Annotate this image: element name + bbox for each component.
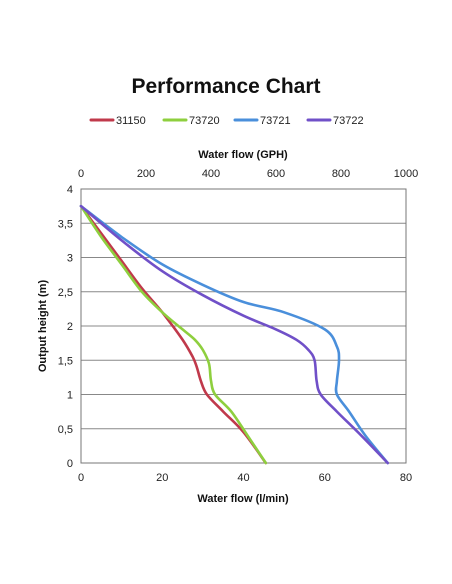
x2-tick-label: 1000 xyxy=(394,168,418,180)
x-axis-title: Water flow (l/min) xyxy=(197,493,289,505)
x-tick-label: 20 xyxy=(156,472,168,484)
x2-tick-label: 0 xyxy=(78,168,84,180)
x2-tick-label: 200 xyxy=(137,168,155,180)
y-tick-label: 0 xyxy=(67,458,73,470)
chart-title: Performance Chart xyxy=(131,75,320,98)
y-tick-label: 1 xyxy=(67,390,73,402)
y-tick-label: 0,5 xyxy=(58,424,73,436)
y-tick-label: 4 xyxy=(67,184,73,196)
y-tick-label: 3 xyxy=(67,253,73,265)
series-line-73722 xyxy=(79,204,389,465)
y-tick-label: 3,5 xyxy=(58,218,73,230)
chart-series xyxy=(79,204,389,465)
y-tick-label: 1,5 xyxy=(58,355,73,367)
legend-label-73722: 73722 xyxy=(333,115,364,127)
x-tick-label: 80 xyxy=(400,472,412,484)
plot-area-frame xyxy=(80,188,407,464)
series-line-31150 xyxy=(79,204,268,465)
y-tick-label: 2 xyxy=(67,321,73,333)
series-line-73720 xyxy=(79,204,268,465)
chart-tick-labels: 00,511,522,533,540 20 40 60 800 200 400 600 800 1… xyxy=(58,168,419,484)
legend-label-73721: 73721 xyxy=(260,115,291,127)
x2-tick-label: 600 xyxy=(267,168,285,180)
y-axis-title: Output height (m) xyxy=(37,280,49,373)
x-tick-label: 0 xyxy=(78,472,84,484)
legend-label-73720: 73720 xyxy=(189,115,220,127)
x2-tick-label: 400 xyxy=(202,168,220,180)
x-tick-label: 40 xyxy=(237,472,249,484)
series-line-73721 xyxy=(79,204,389,465)
y-tick-label: 2,5 xyxy=(58,287,73,299)
x-tick-label: 60 xyxy=(319,472,331,484)
chart-legend: 31150 73720 73721 73722 xyxy=(89,115,364,127)
legend-label-31150: 31150 xyxy=(116,115,146,127)
x2-tick-label: 800 xyxy=(332,168,350,180)
x2-axis-title: Water flow (GPH) xyxy=(198,149,288,161)
